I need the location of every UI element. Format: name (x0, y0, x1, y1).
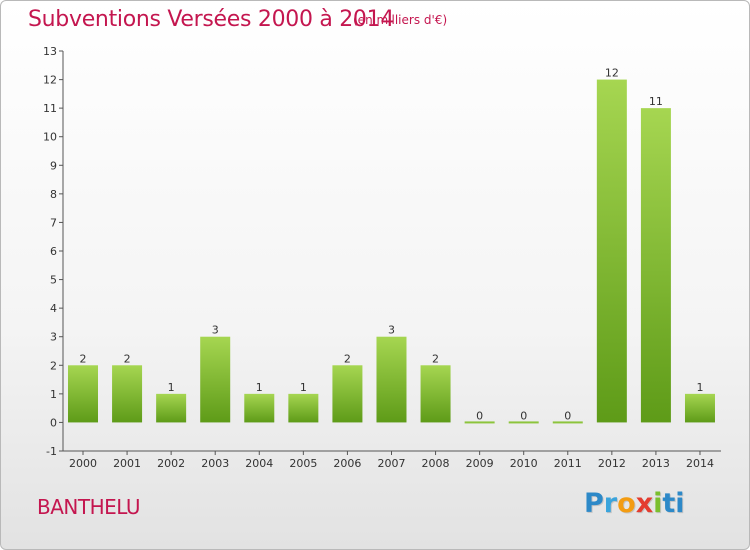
y-tick-label: 1 (50, 388, 57, 401)
logo-letter: r (603, 488, 618, 519)
x-tick-label: 2014 (686, 457, 714, 470)
x-tick-label: 2002 (157, 457, 185, 470)
y-tick-label: 2 (50, 359, 57, 372)
x-tick-label: 2011 (554, 457, 582, 470)
bar-value-label: 1 (300, 381, 307, 394)
bar (420, 365, 451, 423)
logo-letter: i (675, 488, 685, 519)
bar-value-label: 11 (649, 95, 663, 108)
y-tick-label: 6 (50, 245, 57, 258)
y-tick-label: 9 (50, 159, 57, 172)
bar-value-label: 2 (124, 352, 131, 365)
y-tick-label: 13 (43, 45, 57, 58)
bar-value-label: 12 (605, 67, 619, 80)
x-tick-label: 2007 (377, 457, 405, 470)
y-tick-label: 0 (50, 416, 57, 429)
bar-value-label: 3 (388, 324, 395, 337)
y-tick-label: 5 (50, 274, 57, 287)
proxiti-logo: Proxiti (584, 488, 685, 519)
bar (508, 421, 539, 424)
y-tick-label: 8 (50, 188, 57, 201)
bar (244, 393, 275, 423)
bar (156, 393, 187, 423)
bar-value-label: 2 (344, 352, 351, 365)
bar (68, 365, 98, 423)
x-tick-label: 2008 (422, 457, 450, 470)
y-tick-label: 12 (43, 74, 57, 87)
y-tick-label: 10 (43, 131, 57, 144)
x-tick-label: 2001 (113, 457, 141, 470)
bar-value-label: 1 (256, 381, 263, 394)
logo-letter: o (617, 488, 636, 519)
bar (200, 336, 231, 423)
y-tick-label: -1 (46, 445, 57, 458)
x-tick-label: 2009 (466, 457, 494, 470)
bar (640, 108, 671, 423)
x-tick-label: 2013 (642, 457, 670, 470)
y-tick-label: 3 (50, 331, 57, 344)
bar (552, 421, 583, 424)
bar (376, 336, 407, 423)
bar (332, 365, 363, 423)
y-tick-label: 4 (50, 302, 57, 315)
bar-value-label: 0 (476, 409, 483, 422)
logo-letter: P (584, 488, 604, 519)
bar (596, 79, 627, 423)
y-tick-label: 11 (43, 102, 57, 115)
logo-letter: i (653, 488, 663, 519)
x-tick-label: 2005 (289, 457, 317, 470)
bar-value-label: 3 (212, 324, 219, 337)
x-tick-label: 2000 (69, 457, 97, 470)
commune-name: BANTHELU (37, 495, 141, 519)
x-tick-label: 2010 (510, 457, 538, 470)
bar (464, 421, 495, 424)
chart-title: Subventions Versées 2000 à 2014 (28, 7, 395, 32)
y-tick-label: 7 (50, 216, 57, 229)
bar (288, 393, 319, 423)
bar-value-label: 2 (80, 352, 87, 365)
bar-value-label: 0 (520, 409, 527, 422)
bar-value-label: 1 (168, 381, 175, 394)
bar-value-label: 0 (564, 409, 571, 422)
chart-subtitle: (en milliers d'€) (353, 13, 448, 27)
bar (684, 393, 715, 423)
bar (112, 365, 143, 423)
x-tick-label: 2006 (333, 457, 361, 470)
x-tick-label: 2004 (245, 457, 273, 470)
logo-letter: x (635, 488, 654, 519)
bar-value-label: 2 (432, 352, 439, 365)
bar-value-label: 1 (696, 381, 703, 394)
logo-letter: t (662, 488, 676, 519)
x-tick-label: 2012 (598, 457, 626, 470)
x-tick-label: 2003 (201, 457, 229, 470)
